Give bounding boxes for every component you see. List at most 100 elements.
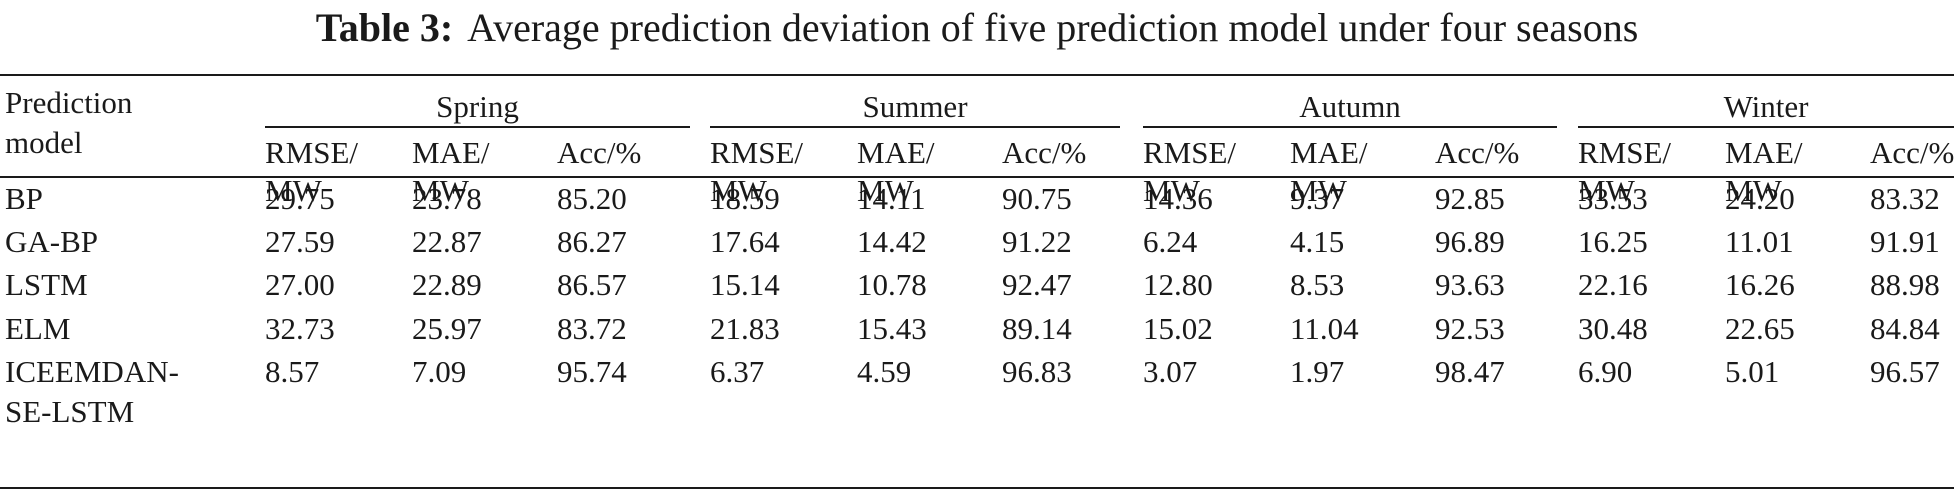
metric-header: Acc/% [557, 135, 642, 170]
table-cell: 5.01 [1725, 354, 1780, 389]
table-cell: 14.36 [1143, 181, 1213, 216]
table-cell: 89.14 [1002, 311, 1072, 346]
table-caption: Table 3: Average prediction deviation of … [0, 4, 1954, 52]
metric-header-unit: MW [412, 173, 469, 208]
table-cell: 12.80 [1143, 267, 1213, 302]
table-caption-label: Table 3: [315, 5, 454, 50]
metric-header-unit: MW [857, 173, 914, 208]
table-top-rule [0, 74, 1954, 76]
season-underline [710, 126, 1120, 128]
table-cell: 96.83 [1002, 354, 1072, 389]
metric-header-unit: MW [710, 173, 767, 208]
table-cell: 32.73 [265, 311, 335, 346]
season-underline [1578, 126, 1954, 128]
table-cell: 83.32 [1870, 181, 1940, 216]
table-cell: 17.64 [710, 224, 780, 259]
metric-header-unit: MW [1143, 173, 1200, 208]
model-name: BP [5, 181, 43, 216]
table-cell: 92.53 [1435, 311, 1505, 346]
table-cell: 23.78 [412, 181, 482, 216]
table-cell: 11.04 [1290, 311, 1359, 346]
table-cell: 10.78 [857, 267, 927, 302]
table-cell: 33.53 [1578, 181, 1648, 216]
table-cell: 15.14 [710, 267, 780, 302]
table-cell: 22.65 [1725, 311, 1795, 346]
metric-header: MAE/ [1725, 135, 1803, 170]
metric-header-unit: MW [1725, 173, 1782, 208]
metric-header: MAE/ [857, 135, 935, 170]
table-cell: 91.22 [1002, 224, 1072, 259]
table-cell: 21.83 [710, 311, 780, 346]
table-cell: 86.57 [557, 267, 627, 302]
table-cell: 83.72 [557, 311, 627, 346]
table-caption-text: Average prediction deviation of five pre… [467, 5, 1639, 50]
table-cell: 14.11 [857, 181, 926, 216]
metric-header: RMSE/ [265, 135, 359, 170]
model-name: GA-BP [5, 224, 99, 259]
table-cell: 91.91 [1870, 224, 1940, 259]
metric-header: RMSE/ [1143, 135, 1237, 170]
season-header: Spring [436, 89, 519, 124]
season-underline [1143, 126, 1557, 128]
table-cell: 90.75 [1002, 181, 1072, 216]
stub-header-line2: model [5, 125, 83, 160]
metric-header: MAE/ [1290, 135, 1368, 170]
table-cell: 8.57 [265, 354, 320, 389]
table-cell: 24.20 [1725, 181, 1795, 216]
table-cell: 9.37 [1290, 181, 1345, 216]
metric-header: Acc/% [1435, 135, 1520, 170]
stub-header-line1: Prediction [5, 85, 133, 120]
table-cell: 11.01 [1725, 224, 1794, 259]
table-cell: 27.59 [265, 224, 335, 259]
table-cell: 84.84 [1870, 311, 1940, 346]
table-cell: 16.25 [1578, 224, 1648, 259]
season-header: Autumn [1299, 89, 1401, 124]
table-cell: 96.57 [1870, 354, 1940, 389]
table-cell: 22.16 [1578, 267, 1648, 302]
table-header-rule [0, 176, 1954, 178]
table-cell: 4.15 [1290, 224, 1345, 259]
metric-header: MAE/ [412, 135, 490, 170]
table-cell: 15.02 [1143, 311, 1213, 346]
table-bottom-rule [0, 487, 1954, 489]
metric-header-unit: MW [1290, 173, 1347, 208]
table-cell: 93.63 [1435, 267, 1505, 302]
metric-header: Acc/% [1002, 135, 1087, 170]
table-cell: 1.97 [1290, 354, 1345, 389]
table-cell: 29.75 [265, 181, 335, 216]
metric-header: Acc/% [1870, 135, 1954, 170]
model-name-cont: SE-LSTM [5, 394, 135, 429]
table-cell: 8.53 [1290, 267, 1345, 302]
table-cell: 16.26 [1725, 267, 1795, 302]
metric-header: RMSE/ [710, 135, 804, 170]
table-cell: 86.27 [557, 224, 627, 259]
table-cell: 95.74 [557, 354, 627, 389]
table-cell: 88.98 [1870, 267, 1940, 302]
model-name: ICEEMDAN- [5, 354, 179, 389]
table-cell: 92.47 [1002, 267, 1072, 302]
metric-header: RMSE/ [1578, 135, 1672, 170]
table-cell: 85.20 [557, 181, 627, 216]
table-cell: 7.09 [412, 354, 467, 389]
metric-header-unit: MW [1578, 173, 1635, 208]
table-cell: 30.48 [1578, 311, 1648, 346]
table-cell: 18.59 [710, 181, 780, 216]
season-underline [265, 126, 690, 128]
season-header: Winter [1723, 89, 1809, 124]
table-cell: 6.90 [1578, 354, 1633, 389]
model-name: ELM [5, 311, 71, 346]
model-name: LSTM [5, 267, 88, 302]
table-cell: 6.37 [710, 354, 765, 389]
table-cell: 92.85 [1435, 181, 1505, 216]
table-cell: 98.47 [1435, 354, 1505, 389]
table-cell: 96.89 [1435, 224, 1505, 259]
table-cell: 22.89 [412, 267, 482, 302]
table-cell: 6.24 [1143, 224, 1198, 259]
metric-header-unit: MW [265, 173, 322, 208]
table-cell: 15.43 [857, 311, 927, 346]
table-cell: 14.42 [857, 224, 927, 259]
season-header: Summer [862, 89, 968, 124]
table-cell: 25.97 [412, 311, 482, 346]
table-cell: 27.00 [265, 267, 335, 302]
table-cell: 22.87 [412, 224, 482, 259]
